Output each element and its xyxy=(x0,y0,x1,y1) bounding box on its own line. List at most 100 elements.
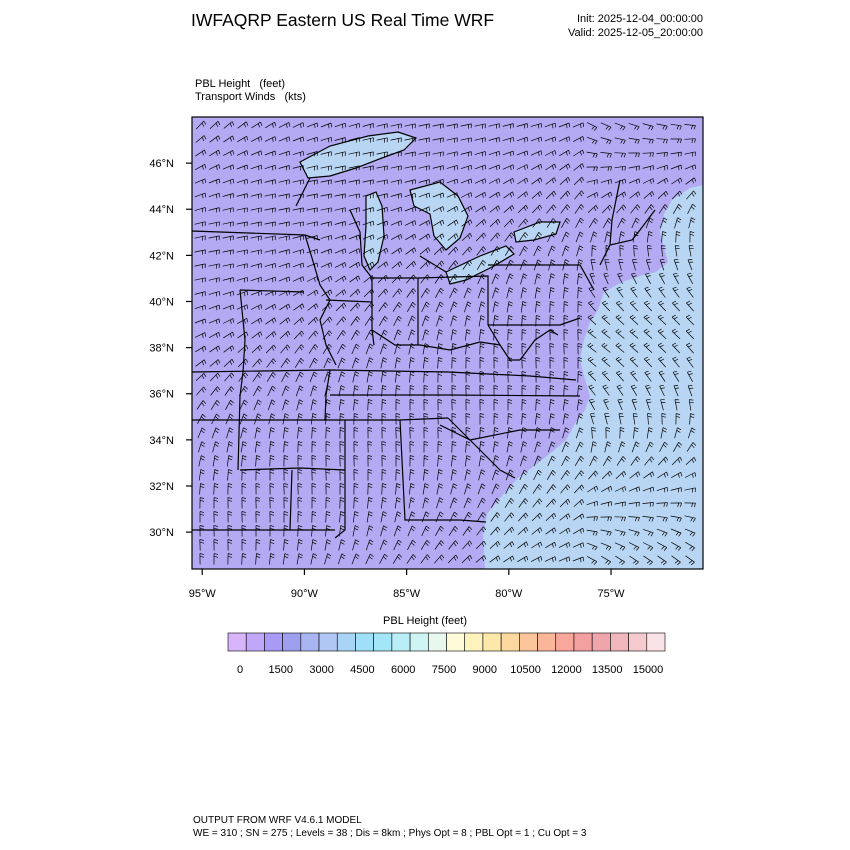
wind-barb xyxy=(686,442,697,452)
wind-barb xyxy=(447,205,459,213)
wind-barb xyxy=(492,301,499,313)
wind-barb xyxy=(657,300,667,312)
wind-barb xyxy=(353,469,359,481)
wind-barb xyxy=(322,343,332,354)
wind-barb xyxy=(559,163,571,171)
wind-barb xyxy=(213,497,219,509)
wind-barb xyxy=(309,357,318,369)
wind-barb xyxy=(670,164,682,171)
wind-barb xyxy=(295,385,304,397)
wind-barb xyxy=(390,193,402,199)
wind-barb xyxy=(222,193,234,199)
primary-field-label: PBL Height (feet) xyxy=(195,78,285,90)
wind-barb xyxy=(253,385,262,397)
wind-barb xyxy=(576,399,583,411)
wind-barb xyxy=(628,529,640,537)
wind-barb xyxy=(306,122,318,129)
wind-barb xyxy=(617,399,624,411)
wind-barb xyxy=(294,330,305,340)
wind-barb xyxy=(616,370,624,382)
wind-barb xyxy=(437,413,443,425)
wind-barb xyxy=(588,398,596,410)
wind-barb xyxy=(392,288,403,298)
wind-barb xyxy=(226,441,233,453)
wind-barb xyxy=(255,497,261,509)
wind-barb xyxy=(278,136,290,143)
wind-barbs xyxy=(194,120,697,566)
wind-barb xyxy=(673,385,680,397)
wind-barb xyxy=(252,358,263,368)
wind-barb xyxy=(418,137,430,143)
wind-barb xyxy=(600,122,612,131)
wind-barb xyxy=(614,122,626,131)
wind-barb xyxy=(311,427,317,439)
wind-barb xyxy=(446,192,459,199)
wind-barb xyxy=(210,386,221,396)
wind-barb xyxy=(348,179,360,185)
wind-barb xyxy=(461,554,473,564)
wind-barb xyxy=(685,457,697,465)
wind-barb xyxy=(325,427,331,439)
wind-barb xyxy=(241,455,247,467)
wind-barb xyxy=(353,483,359,495)
wind-barb xyxy=(642,542,654,551)
wind-barb xyxy=(507,343,513,355)
wind-barb xyxy=(671,456,683,466)
wind-barb xyxy=(491,483,500,495)
wind-barb xyxy=(208,263,220,269)
wind-barb xyxy=(586,179,598,185)
wind-barb xyxy=(521,343,527,355)
wind-barb xyxy=(320,179,332,185)
wind-barb xyxy=(432,123,444,129)
wind-barb xyxy=(334,179,346,185)
valid-time: Valid: 2025-12-05_20:00:00 xyxy=(568,27,703,39)
wind-barb xyxy=(643,328,653,339)
wind-barb xyxy=(446,137,458,143)
wind-barb xyxy=(504,232,515,242)
wind-barb xyxy=(642,486,654,493)
wind-barb xyxy=(573,149,585,157)
wind-barb xyxy=(645,217,654,229)
wind-barb xyxy=(614,137,626,145)
wind-barb xyxy=(601,485,613,493)
wind-barb xyxy=(393,329,402,341)
wind-barb xyxy=(572,136,585,142)
wind-barb xyxy=(672,203,682,214)
wind-barb xyxy=(307,289,319,297)
wind-barb xyxy=(436,483,443,495)
wind-barb xyxy=(547,231,556,243)
wind-barb xyxy=(420,274,431,284)
wind-barb xyxy=(419,220,431,226)
wind-barb xyxy=(479,329,485,341)
wind-barb xyxy=(521,385,527,397)
wind-barb xyxy=(520,273,528,285)
wind-barb xyxy=(362,248,375,254)
wind-barb xyxy=(562,259,570,271)
wind-barb xyxy=(687,203,696,215)
wind-barb xyxy=(278,262,290,269)
wind-barb xyxy=(544,122,556,129)
wind-barb xyxy=(334,122,346,129)
lat-label: 38°N xyxy=(149,343,174,355)
lat-label: 30°N xyxy=(149,527,174,539)
wind-barb xyxy=(535,385,541,397)
wind-barb xyxy=(251,121,263,129)
wind-barb xyxy=(195,373,207,381)
wind-barb xyxy=(572,556,584,563)
wind-barb xyxy=(675,413,681,425)
wind-barb xyxy=(365,539,374,551)
wind-barb xyxy=(493,413,499,425)
wind-barb xyxy=(350,316,361,326)
wind-barb xyxy=(604,231,612,243)
wind-barb xyxy=(489,541,501,549)
wind-barb xyxy=(474,137,486,143)
wind-barb xyxy=(517,204,529,214)
wind-barb xyxy=(647,413,652,425)
wind-barb xyxy=(451,399,457,411)
wind-barb xyxy=(614,178,626,185)
wind-barb xyxy=(283,441,289,453)
wind-barb xyxy=(518,218,529,228)
wind-barb xyxy=(493,427,499,439)
wind-barb xyxy=(549,385,555,397)
wind-barb xyxy=(577,343,583,355)
